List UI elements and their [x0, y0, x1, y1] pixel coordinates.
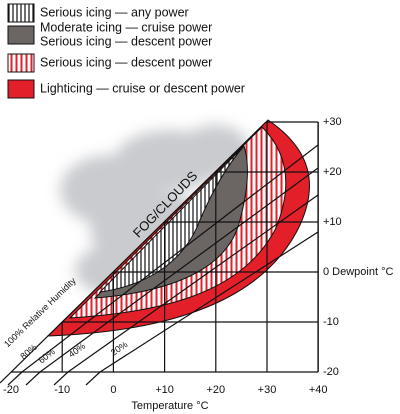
y-tick-label: 0 Dewpoint °C [323, 266, 393, 278]
grid [0, 121, 319, 386]
humidity-line [21, 144, 318, 372]
x-tick-label: +40 [309, 384, 328, 396]
legend-swatch [7, 79, 35, 99]
y-tick-label: +20 [323, 166, 342, 178]
y-tick-label: -10 [323, 316, 339, 328]
humidity-line [25, 371, 41, 386]
y-tick-label: -20 [323, 366, 339, 378]
humidity-line [39, 167, 318, 372]
humidity-lines [21, 144, 318, 372]
humidity-line [7, 371, 23, 386]
humidity-line [0, 121, 267, 384]
y-tick-label: +10 [323, 216, 342, 228]
legend-swatch [7, 25, 35, 45]
x-axis-title: Temperature °C [131, 400, 208, 412]
x-tick-label: +20 [206, 384, 225, 396]
humidity-line [53, 371, 69, 386]
y-tick-label: +30 [323, 116, 342, 128]
humidity-line [85, 371, 101, 386]
x-tick-label: +10 [155, 384, 174, 396]
humidity-label: 80% [18, 342, 38, 361]
humidity-label: 60% [37, 346, 57, 365]
humidity-label: 40% [67, 341, 87, 360]
x-tick-label: +30 [258, 384, 277, 396]
humidity-line [67, 194, 318, 372]
humidity-line [99, 231, 318, 372]
legend-label: Moderate icing — cruise power [40, 20, 212, 34]
x-tick-label: 0 [110, 384, 116, 396]
legend-label: Serious icing — descent power [40, 55, 212, 69]
x-tick-label: -20 [3, 384, 19, 396]
legend-swatch [7, 3, 35, 23]
legend-label: Serious icing — any power [40, 5, 189, 19]
x-tick-label: -10 [54, 384, 70, 396]
legend-label: Serious icing — descent power [40, 34, 212, 48]
legend-label: Lighticing — cruise or descent power [40, 81, 245, 95]
legend-swatch [7, 53, 35, 73]
